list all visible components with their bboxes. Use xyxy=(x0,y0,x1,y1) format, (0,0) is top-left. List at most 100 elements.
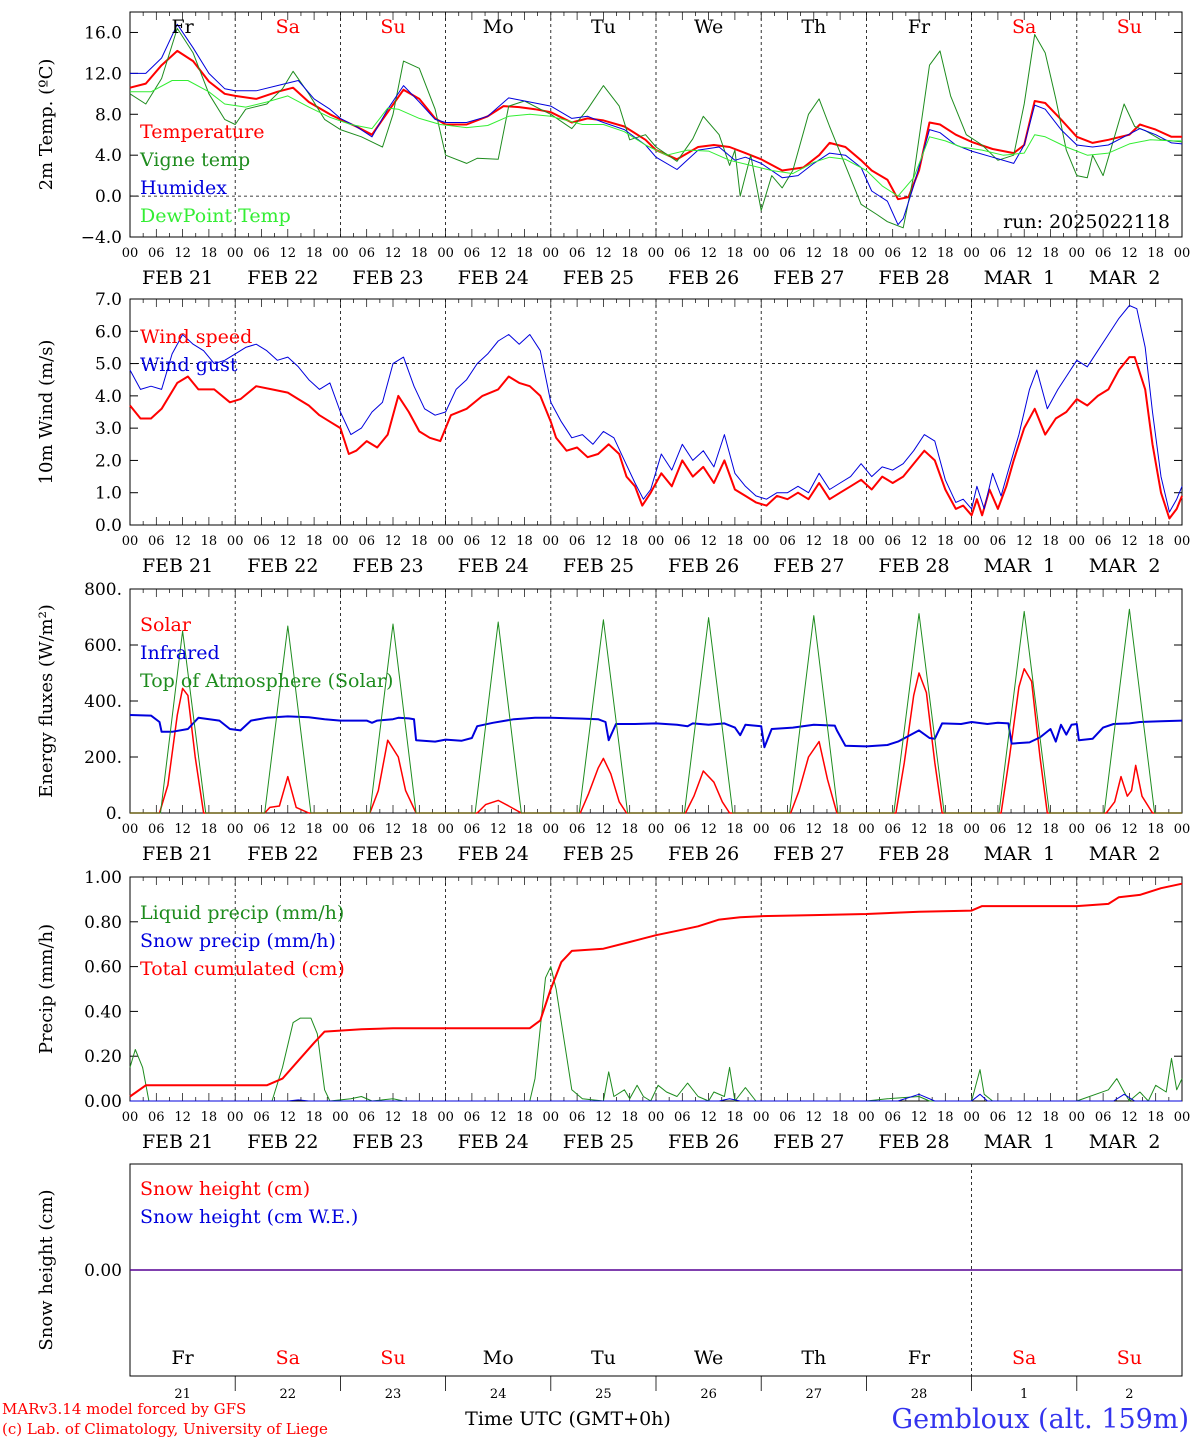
y-tick-label: 0.60 xyxy=(84,958,122,978)
hour-label: 06 xyxy=(990,822,1007,837)
weekday-label: Fr xyxy=(908,1347,931,1369)
hour-label: 12 xyxy=(385,246,402,261)
date-label: MAR 1 xyxy=(984,1131,1056,1153)
hour-label: 00 xyxy=(437,534,454,549)
y-tick-label: 1.00 xyxy=(84,868,122,888)
date-label: FEB 27 xyxy=(773,1131,844,1153)
date-label: MAR 2 xyxy=(1089,1131,1161,1153)
hour-label: 06 xyxy=(148,1110,165,1125)
panels: −4.00.04.08.012.016.02m Temp. (ºC) Temper… xyxy=(36,11,1191,1402)
date-label: MAR 2 xyxy=(1089,555,1161,577)
hour-label: 12 xyxy=(595,246,612,261)
hour-label: 12 xyxy=(1016,246,1033,261)
hour-label: 00 xyxy=(963,1110,980,1125)
hour-label: 00 xyxy=(227,1110,244,1125)
hour-label: 18 xyxy=(516,1110,533,1125)
hour-label: 00 xyxy=(753,534,770,549)
hour-label: 00 xyxy=(648,822,665,837)
hour-label: 18 xyxy=(201,534,218,549)
run-label: run: 2025022118 xyxy=(1003,211,1170,233)
y-tick-label: 4.0 xyxy=(95,387,122,407)
hour-label: 06 xyxy=(1095,822,1112,837)
legend-entry: Solar xyxy=(140,614,192,636)
hour-label: 00 xyxy=(963,534,980,549)
weekday-label: Th xyxy=(801,16,826,38)
hour-label: 12 xyxy=(174,822,191,837)
weekday-label: Su xyxy=(380,1347,405,1369)
hour-label: 06 xyxy=(569,534,586,549)
hour-label: 06 xyxy=(253,534,270,549)
weekday-label: We xyxy=(694,16,723,38)
hour-label: 12 xyxy=(385,822,402,837)
date-label: FEB 22 xyxy=(247,1131,318,1153)
hour-label: 00 xyxy=(332,822,349,837)
hour-label: 18 xyxy=(621,246,638,261)
hour-label: 18 xyxy=(1147,534,1164,549)
hour-label: 06 xyxy=(253,822,270,837)
weekday-label: Fr xyxy=(908,16,931,38)
hour-label: 18 xyxy=(1042,246,1059,261)
hour-label: 12 xyxy=(385,534,402,549)
hour-label: 00 xyxy=(858,822,875,837)
series-line-dewpoint-temp xyxy=(130,80,1182,197)
y-tick-label: 8.0 xyxy=(95,105,122,125)
series-line-snow-precip-mm-h- xyxy=(130,1093,1182,1102)
y-tick-label: 0.80 xyxy=(84,913,122,933)
y-tick-label: 1.0 xyxy=(95,484,122,504)
weekday-label: Su xyxy=(1117,16,1142,38)
hour-label: 06 xyxy=(253,1110,270,1125)
hour-label: 00 xyxy=(1174,822,1191,837)
x-axis-label: Time UTC (GMT+0h) xyxy=(465,1408,671,1430)
y-tick-label: 0.0 xyxy=(95,187,122,207)
hour-label: 12 xyxy=(1121,822,1138,837)
hour-label: 18 xyxy=(621,1110,638,1125)
day-number: 21 xyxy=(174,1387,191,1402)
hour-label: 12 xyxy=(280,534,297,549)
y-tick-label: 0.20 xyxy=(84,1047,122,1067)
y-tick-label: 5.0 xyxy=(95,355,122,375)
hour-label: 12 xyxy=(700,1110,717,1125)
y-tick-label: 7.0 xyxy=(95,290,122,310)
hour-label: 00 xyxy=(858,246,875,261)
plot-frame xyxy=(129,11,1183,238)
hour-label: 18 xyxy=(832,1110,849,1125)
y-tick-label: 2.0 xyxy=(95,451,122,471)
hour-label: 06 xyxy=(884,1110,901,1125)
hour-label: 18 xyxy=(516,246,533,261)
hour-label: 12 xyxy=(174,1110,191,1125)
date-label: MAR 1 xyxy=(984,555,1056,577)
series-line-solar xyxy=(130,668,1182,814)
hour-label: 12 xyxy=(174,534,191,549)
hour-label: 18 xyxy=(201,822,218,837)
date-label: FEB 21 xyxy=(142,1131,213,1153)
hour-label: 06 xyxy=(148,246,165,261)
hour-label: 06 xyxy=(990,1110,1007,1125)
hour-label: 06 xyxy=(464,1110,481,1125)
panel-4: 0.00 0.20 0.40 0.60 0.80 1.00 Precip (mm/h) Liq… xyxy=(36,868,1190,1153)
legend-entry: Snow height (cm W.E.) xyxy=(140,1206,358,1228)
date-label: FEB 28 xyxy=(878,843,949,865)
date-label: FEB 25 xyxy=(563,843,634,865)
hour-label: 00 xyxy=(753,246,770,261)
weekday-label: Fr xyxy=(171,16,194,38)
day-number: 28 xyxy=(911,1387,928,1402)
weekday-label: Mo xyxy=(483,16,514,38)
y-tick-label: 12.0 xyxy=(84,64,122,84)
hour-label: 00 xyxy=(332,246,349,261)
date-label: FEB 23 xyxy=(352,843,423,865)
date-label: FEB 24 xyxy=(458,1131,529,1153)
hour-label: 00 xyxy=(1069,534,1086,549)
hour-label: 00 xyxy=(332,1110,349,1125)
hour-label: 06 xyxy=(148,534,165,549)
hour-label: 18 xyxy=(1147,1110,1164,1125)
hour-label: 06 xyxy=(464,534,481,549)
hour-label: 18 xyxy=(937,534,954,549)
date-label: FEB 23 xyxy=(352,555,423,577)
date-label: FEB 25 xyxy=(563,1131,634,1153)
hour-label: 00 xyxy=(648,1110,665,1125)
series-line-total-cumulated-cm- xyxy=(129,882,1183,1098)
hour-label: 06 xyxy=(674,822,691,837)
weekday-label: Su xyxy=(1117,1347,1142,1369)
hour-label: 00 xyxy=(437,822,454,837)
legend-entry: Infrared xyxy=(140,642,220,664)
